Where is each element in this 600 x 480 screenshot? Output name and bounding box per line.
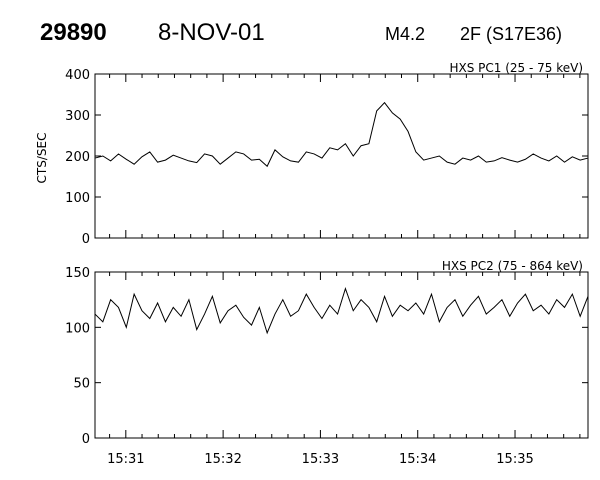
panel-title-pc1: HXS PC1 (25 - 75 keV) — [449, 61, 583, 75]
series-line — [94, 101, 589, 168]
x-tick-label: 15:33 — [302, 452, 339, 467]
y-tick-label: 200 — [65, 150, 90, 165]
y-axis-ticks-pc1: 0 100 200 300 400 — [65, 68, 588, 247]
event-id: 29890 — [40, 19, 107, 46]
goes-class: M4.2 — [385, 24, 425, 44]
x-axis-tick-labels: 15:31 15:32 15:33 15:34 15:35 — [107, 452, 534, 467]
y-axis-label-pc1: CTS/SEC — [35, 133, 49, 184]
x-axis-ticks-pc1 — [109, 74, 581, 238]
x-tick-label: 15:32 — [204, 452, 241, 467]
y-tick-label: 100 — [65, 321, 90, 336]
x-tick-label: 15:35 — [496, 452, 533, 467]
x-axis-ticks-pc2 — [109, 272, 581, 438]
y-tick-label: 150 — [65, 266, 90, 281]
panel-title-pc2: HXS PC2 (75 - 864 keV) — [442, 259, 583, 273]
x-tick-label: 15:31 — [107, 452, 144, 467]
y-tick-label: 300 — [65, 109, 90, 124]
flare-location: 2F (S17E36) — [460, 24, 562, 44]
series-pc2 — [94, 287, 589, 335]
y-axis-ticks-pc2: 0 50 100 150 — [65, 266, 588, 447]
panel-hxs-pc2: HXS PC2 (75 - 864 keV) 0 50 100 150 — [65, 259, 589, 447]
series-pc1 — [94, 101, 589, 168]
event-date: 8-NOV-01 — [158, 19, 265, 46]
y-tick-label: 0 — [82, 232, 90, 247]
plot-frame-pc2 — [94, 271, 589, 439]
y-tick-label: 50 — [73, 377, 90, 392]
y-tick-label: 100 — [65, 191, 90, 206]
y-tick-label: 0 — [82, 432, 90, 447]
x-tick-label: 15:34 — [399, 452, 436, 467]
plot-frame-pc1 — [94, 73, 589, 239]
y-tick-label: 400 — [65, 68, 90, 83]
panel-hxs-pc1: HXS PC1 (25 - 75 keV) CTS/SEC 0 100 200 300… — [35, 61, 589, 247]
series-line — [94, 287, 589, 335]
